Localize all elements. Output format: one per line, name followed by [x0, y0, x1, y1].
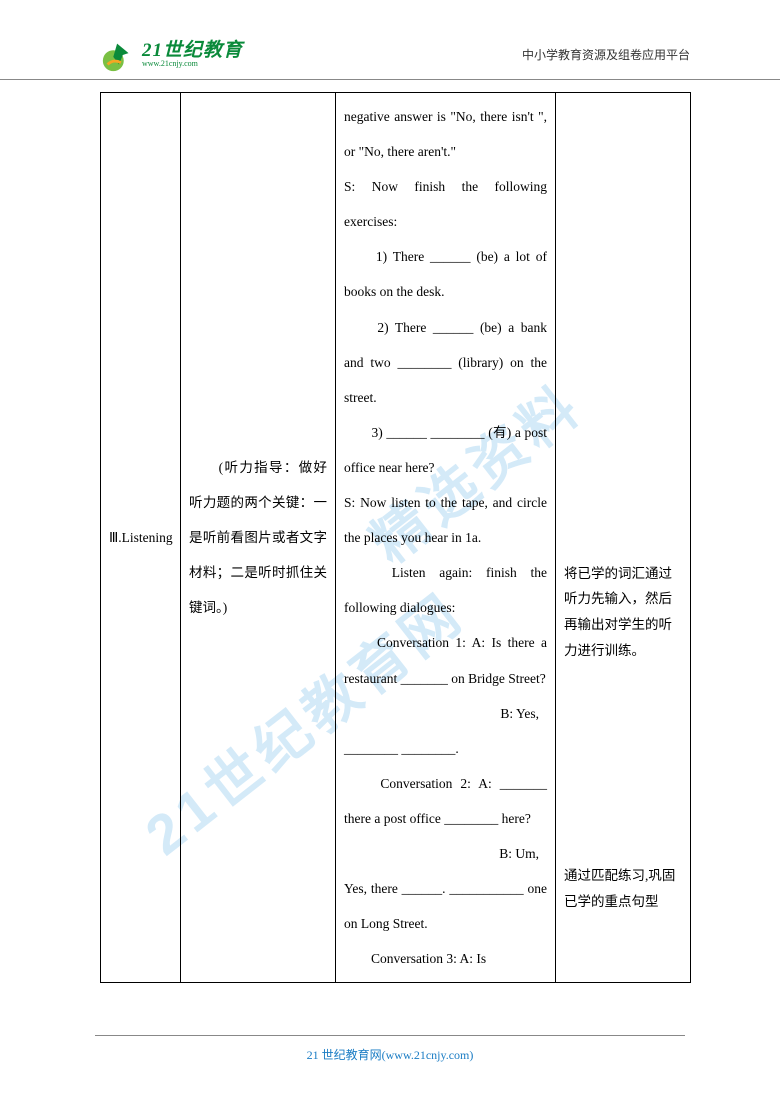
logo-sub-text: www.21cnjy.com [142, 60, 243, 68]
cell-content: negative answer is "No, there isn't ", o… [336, 93, 556, 983]
header-right-text: 中小学教育资源及组卷应用平台 [522, 46, 690, 63]
content-p10: Conversation 3: A: Is [344, 941, 547, 976]
page-footer: 21 世纪教育网(www.21cnjy.com) [95, 1035, 685, 1063]
cell-guidance: (听力指导：做好听力题的两个关键：一是听前看图片或者文字材料；二是听时抓住关键词… [181, 93, 336, 983]
content-p3: 1) There ______ (be) a lot of books on t… [344, 239, 547, 309]
content-p1: negative answer is "No, there isn't ", o… [344, 109, 547, 159]
content-p6: S: Now listen to the tape, and circle th… [344, 485, 547, 555]
cell-section: Ⅲ.Listening [101, 93, 181, 983]
content-p2: S: Now finish the following exercises: [344, 169, 547, 239]
content-p9b: B: Um, [344, 836, 547, 871]
page-body: Ⅲ.Listening (听力指导：做好听力题的两个关键：一是听前看图片或者文字… [100, 92, 690, 1023]
content-p8: Conversation 1: A: Is there a restaurant… [344, 625, 547, 695]
content-p9: Conversation 2: A: _______ there a post … [344, 766, 547, 836]
note-1: 将已学的词汇通过听力先输入，然后再输出对学生的听力进行训练。 [564, 561, 682, 664]
logo: 21世纪教育 www.21cnjy.com [100, 36, 243, 74]
logo-icon [100, 36, 138, 74]
content-p9c: Yes, there ______. ___________ one on Lo… [344, 871, 547, 941]
cell-notes: 将已学的词汇通过听力先输入，然后再输出对学生的听力进行训练。 通过匹配练习,巩固… [556, 93, 691, 983]
logo-main-text: 21世纪教育 [142, 41, 243, 60]
content-p4: 2) There ______ (be) a bank and two ____… [344, 310, 547, 415]
note-2: 通过匹配练习,巩固已学的重点句型 [564, 863, 682, 914]
lesson-table: Ⅲ.Listening (听力指导：做好听力题的两个关键：一是听前看图片或者文字… [100, 92, 691, 983]
logo-text: 21世纪教育 www.21cnjy.com [142, 41, 243, 68]
content-p8b: B: Yes, [344, 696, 547, 731]
content-p5: 3) ______ ________ (有) a post office nea… [344, 415, 547, 485]
table-row: Ⅲ.Listening (听力指导：做好听力题的两个关键：一是听前看图片或者文字… [101, 93, 691, 983]
content-p8c: ________ ________. [344, 731, 547, 766]
page-header: 21世纪教育 www.21cnjy.com 中小学教育资源及组卷应用平台 [0, 30, 780, 80]
content-p7: Listen again: finish the following dialo… [344, 555, 547, 625]
